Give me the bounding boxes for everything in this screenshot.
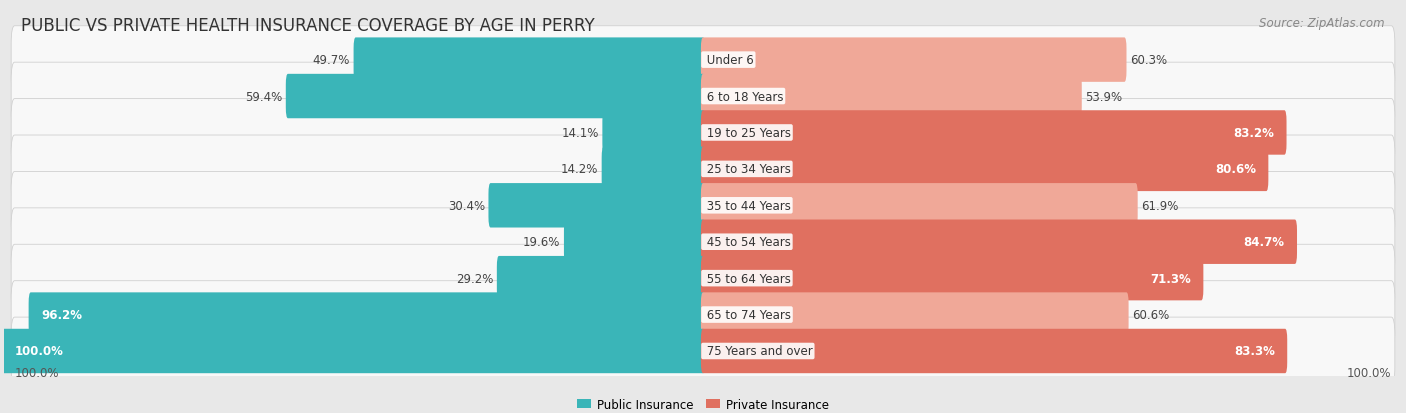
FancyBboxPatch shape	[11, 208, 1395, 276]
Text: 29.2%: 29.2%	[456, 272, 494, 285]
Text: 59.4%: 59.4%	[245, 90, 283, 103]
Text: 84.7%: 84.7%	[1243, 236, 1285, 249]
FancyBboxPatch shape	[602, 147, 704, 192]
Text: 96.2%: 96.2%	[41, 309, 82, 321]
Text: 83.2%: 83.2%	[1233, 127, 1274, 140]
Text: 60.3%: 60.3%	[1130, 54, 1167, 67]
FancyBboxPatch shape	[702, 220, 1296, 264]
FancyBboxPatch shape	[11, 100, 1395, 167]
Text: 19.6%: 19.6%	[523, 236, 561, 249]
Text: 35 to 44 Years: 35 to 44 Years	[703, 199, 790, 212]
FancyBboxPatch shape	[496, 256, 704, 301]
Text: 25 to 34 Years: 25 to 34 Years	[703, 163, 790, 176]
FancyBboxPatch shape	[353, 38, 704, 83]
Text: 45 to 54 Years: 45 to 54 Years	[703, 236, 790, 249]
FancyBboxPatch shape	[564, 220, 704, 264]
Text: Under 6: Under 6	[703, 54, 754, 67]
Text: PUBLIC VS PRIVATE HEALTH INSURANCE COVERAGE BY AGE IN PERRY: PUBLIC VS PRIVATE HEALTH INSURANCE COVER…	[21, 17, 595, 34]
Text: 100.0%: 100.0%	[14, 345, 63, 358]
Text: 14.2%: 14.2%	[561, 163, 598, 176]
Text: 55 to 64 Years: 55 to 64 Years	[703, 272, 790, 285]
FancyBboxPatch shape	[11, 281, 1395, 349]
FancyBboxPatch shape	[702, 184, 1137, 228]
Text: 61.9%: 61.9%	[1142, 199, 1178, 212]
FancyBboxPatch shape	[11, 136, 1395, 203]
FancyBboxPatch shape	[11, 63, 1395, 131]
FancyBboxPatch shape	[702, 293, 1129, 337]
FancyBboxPatch shape	[11, 27, 1395, 94]
Text: 49.7%: 49.7%	[312, 54, 350, 67]
Text: 65 to 74 Years: 65 to 74 Years	[703, 309, 792, 321]
Legend: Public Insurance, Private Insurance: Public Insurance, Private Insurance	[572, 393, 834, 413]
Text: 30.4%: 30.4%	[449, 199, 485, 212]
Text: 14.1%: 14.1%	[561, 127, 599, 140]
FancyBboxPatch shape	[28, 293, 704, 337]
Text: 80.6%: 80.6%	[1215, 163, 1256, 176]
FancyBboxPatch shape	[11, 172, 1395, 240]
Text: 60.6%: 60.6%	[1132, 309, 1170, 321]
FancyBboxPatch shape	[702, 111, 1286, 155]
FancyBboxPatch shape	[285, 75, 704, 119]
FancyBboxPatch shape	[1, 329, 704, 373]
Text: Source: ZipAtlas.com: Source: ZipAtlas.com	[1260, 17, 1385, 29]
FancyBboxPatch shape	[702, 256, 1204, 301]
FancyBboxPatch shape	[702, 329, 1288, 373]
FancyBboxPatch shape	[702, 75, 1081, 119]
Text: 53.9%: 53.9%	[1085, 90, 1122, 103]
Text: 19 to 25 Years: 19 to 25 Years	[703, 127, 792, 140]
FancyBboxPatch shape	[602, 111, 704, 155]
FancyBboxPatch shape	[702, 147, 1268, 192]
FancyBboxPatch shape	[11, 244, 1395, 312]
Text: 6 to 18 Years: 6 to 18 Years	[703, 90, 783, 103]
Text: 75 Years and over: 75 Years and over	[703, 345, 813, 358]
FancyBboxPatch shape	[702, 38, 1126, 83]
Text: 100.0%: 100.0%	[14, 366, 59, 379]
FancyBboxPatch shape	[488, 184, 704, 228]
Text: 83.3%: 83.3%	[1234, 345, 1275, 358]
Text: 71.3%: 71.3%	[1150, 272, 1191, 285]
FancyBboxPatch shape	[11, 317, 1395, 385]
Text: 100.0%: 100.0%	[1347, 366, 1392, 379]
